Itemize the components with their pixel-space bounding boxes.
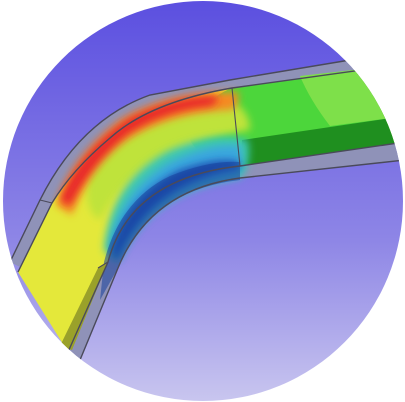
- contour-dark-green: [240, 116, 403, 166]
- contour-dark-blue: [100, 161, 240, 300]
- section-line-2: [39, 199, 53, 204]
- contour-olive: [60, 262, 108, 350]
- outer-wall-edge-line: [9, 54, 381, 263]
- inner-edge-line: [67, 141, 403, 353]
- inner-wall-edge-line: [79, 159, 403, 361]
- inner-wall: [62, 140, 403, 360]
- section-line-3: [97, 261, 109, 269]
- section-line-1: [231, 87, 241, 167]
- outer-edge-line: [17, 63, 403, 273]
- contour-yellow-green: [86, 100, 251, 220]
